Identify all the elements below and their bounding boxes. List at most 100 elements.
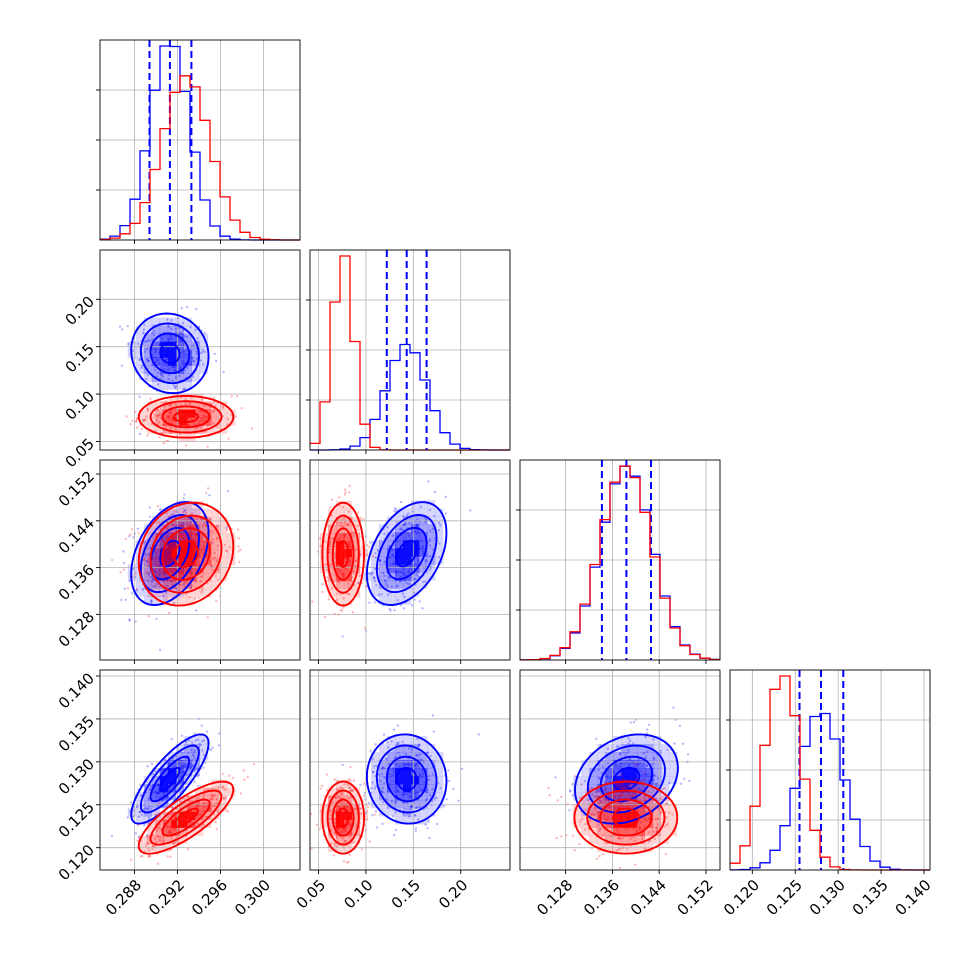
density-cell xyxy=(211,581,220,590)
scatter-point xyxy=(362,518,365,521)
density-cell xyxy=(427,808,436,817)
scatter-point xyxy=(421,607,424,610)
scatter-point xyxy=(351,530,354,534)
density-cell xyxy=(179,835,188,844)
scatter-point xyxy=(351,788,354,792)
scatter-point xyxy=(181,322,185,325)
scatter-point xyxy=(183,387,186,391)
scatter-point xyxy=(202,739,206,742)
scatter-point xyxy=(352,531,355,534)
density-cell xyxy=(151,381,161,390)
scatter-point xyxy=(415,806,419,809)
scatter-point xyxy=(413,577,416,581)
scatter-point xyxy=(387,593,390,596)
scatter-point xyxy=(418,766,422,769)
density-cell xyxy=(435,776,444,785)
scatter-point xyxy=(399,603,403,607)
scatter-point xyxy=(386,585,389,588)
scatter-point xyxy=(149,546,152,549)
scatter-point xyxy=(341,837,344,840)
density-cell xyxy=(435,768,444,777)
scatter-point xyxy=(373,579,377,583)
scatter-point xyxy=(213,794,216,797)
scatter-point xyxy=(547,786,550,789)
scatter-point xyxy=(418,743,421,746)
density-cell xyxy=(155,573,164,582)
scatter-point xyxy=(145,570,148,574)
density-cell xyxy=(419,760,428,769)
scatter-point xyxy=(477,733,480,736)
density-cell xyxy=(419,500,428,509)
density-cell xyxy=(183,500,193,509)
scatter-point xyxy=(428,508,432,512)
scatter-point xyxy=(324,563,328,566)
scatter-point xyxy=(210,402,213,406)
scatter-point xyxy=(147,359,150,362)
scatter-point xyxy=(391,534,395,537)
density-cell xyxy=(427,524,436,533)
scatter-point xyxy=(373,568,376,571)
scatter-point xyxy=(211,542,214,545)
scatter-point xyxy=(597,824,600,827)
scatter-point xyxy=(663,787,667,790)
density-cell xyxy=(187,541,196,550)
scatter-point xyxy=(329,506,332,509)
density-cell xyxy=(219,557,228,566)
x-tick-label: 0.300 xyxy=(231,876,274,919)
scatter-point xyxy=(182,387,186,391)
density-cell xyxy=(151,341,161,350)
scatter-point xyxy=(413,577,417,580)
scatter-point xyxy=(202,754,206,757)
scatter-point xyxy=(160,373,164,376)
density-cell xyxy=(163,541,172,550)
scatter-point xyxy=(239,792,243,795)
density-cell xyxy=(191,768,201,777)
scatter-point xyxy=(150,762,154,766)
scatter-point xyxy=(164,758,167,761)
scatter-point xyxy=(143,350,147,354)
density-cell xyxy=(135,357,145,366)
density-cell xyxy=(379,760,388,769)
scatter-point xyxy=(199,743,203,747)
density-cell xyxy=(179,509,188,518)
scatter-point xyxy=(188,595,191,599)
scatter-point xyxy=(345,523,349,526)
scatter-point xyxy=(190,512,193,515)
scatter-point xyxy=(122,550,125,553)
scatter-point xyxy=(146,434,149,437)
density-cell xyxy=(159,381,169,390)
density-cell xyxy=(191,325,201,334)
scatter-point xyxy=(199,426,202,429)
scatter-point xyxy=(586,798,589,801)
scatter-point xyxy=(174,386,177,389)
density-cell xyxy=(335,549,345,558)
scatter-point xyxy=(381,766,384,769)
density-cell xyxy=(143,341,153,350)
density-cell xyxy=(135,792,145,801)
scatter-point xyxy=(149,855,152,858)
scatter-point xyxy=(152,844,155,848)
density-cell xyxy=(351,565,361,574)
density-cell xyxy=(211,795,220,804)
scatter-point xyxy=(341,525,345,529)
scatter-point xyxy=(187,751,190,755)
scatter-point xyxy=(146,373,150,377)
scatter-point xyxy=(378,559,382,563)
scatter-point xyxy=(634,863,637,866)
scatter-point xyxy=(147,842,150,846)
scatter-point xyxy=(338,496,341,499)
density-cell xyxy=(175,373,185,382)
scatter-point xyxy=(342,606,345,609)
scatter-point xyxy=(578,842,581,846)
scatter-point xyxy=(338,580,341,584)
density-cell xyxy=(351,787,361,796)
density-cell xyxy=(155,409,164,418)
density-cell xyxy=(419,540,428,549)
scatter-point xyxy=(367,572,370,575)
density-cell xyxy=(175,325,185,334)
scatter-point xyxy=(184,581,187,584)
scatter-point xyxy=(383,767,386,770)
scatter-point xyxy=(318,537,322,540)
scatter-point xyxy=(128,618,131,621)
density-cell xyxy=(435,524,444,533)
